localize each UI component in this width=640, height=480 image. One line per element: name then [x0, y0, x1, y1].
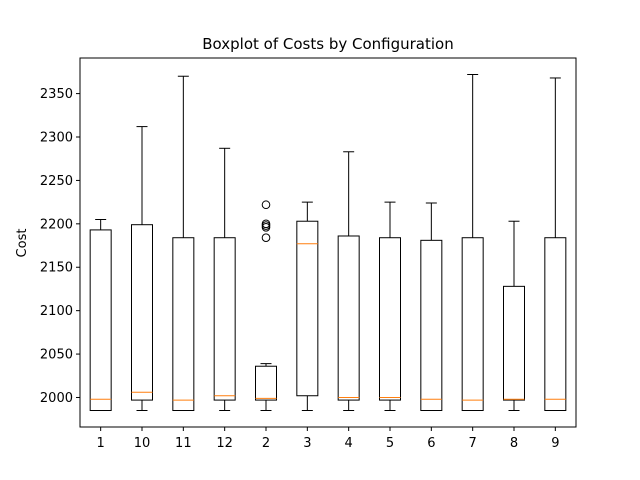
box-iqr: [461, 237, 484, 412]
x-tick-label: 2: [262, 436, 270, 451]
y-tick-label: 2150: [40, 261, 73, 276]
box-iqr: [89, 229, 112, 412]
box-flier: [261, 223, 271, 232]
x-tick-label: 1: [97, 436, 105, 451]
box-iqr: [296, 220, 319, 397]
box-flier: [261, 233, 271, 243]
x-tick-label: 12: [216, 436, 233, 451]
y-tick-label: 2250: [40, 174, 73, 189]
box-iqr: [420, 239, 443, 412]
box-iqr: [255, 365, 277, 401]
x-tick-label: 10: [134, 436, 151, 451]
y-tick-label: 2200: [40, 217, 73, 232]
y-tick-label: 2300: [40, 131, 73, 146]
box-iqr: [172, 237, 195, 412]
y-axis-label: Cost: [15, 229, 30, 258]
box-iqr: [503, 285, 525, 401]
x-tick-label: 6: [427, 436, 435, 451]
x-tick-label: 8: [510, 436, 518, 451]
x-tick-label: 4: [345, 436, 353, 451]
box-flier: [261, 200, 271, 210]
plot-area: 2000 2050 2100 2150 2200 2250 2300 2350 1 10 11 12 2…: [40, 73, 567, 451]
y-tick-label: 2350: [40, 87, 73, 102]
axes-frame: [79, 57, 577, 428]
box-iqr: [131, 224, 153, 401]
box-iqr: [337, 235, 360, 401]
x-tick-label: 5: [386, 436, 394, 451]
box-iqr: [379, 237, 401, 401]
box-iqr: [213, 237, 236, 401]
x-tick-label: 9: [551, 436, 559, 451]
x-tick-label: 11: [175, 436, 192, 451]
chart-title: Boxplot of Costs by Configuration: [202, 35, 453, 53]
x-tick-label: 7: [469, 436, 477, 451]
box-flier: [261, 221, 271, 230]
box-iqr: [544, 237, 567, 412]
y-tick-label: 2050: [40, 348, 73, 363]
x-tick-label: 3: [303, 436, 311, 451]
y-tick-label: 2000: [40, 391, 73, 406]
y-tick-label: 2100: [40, 304, 73, 319]
